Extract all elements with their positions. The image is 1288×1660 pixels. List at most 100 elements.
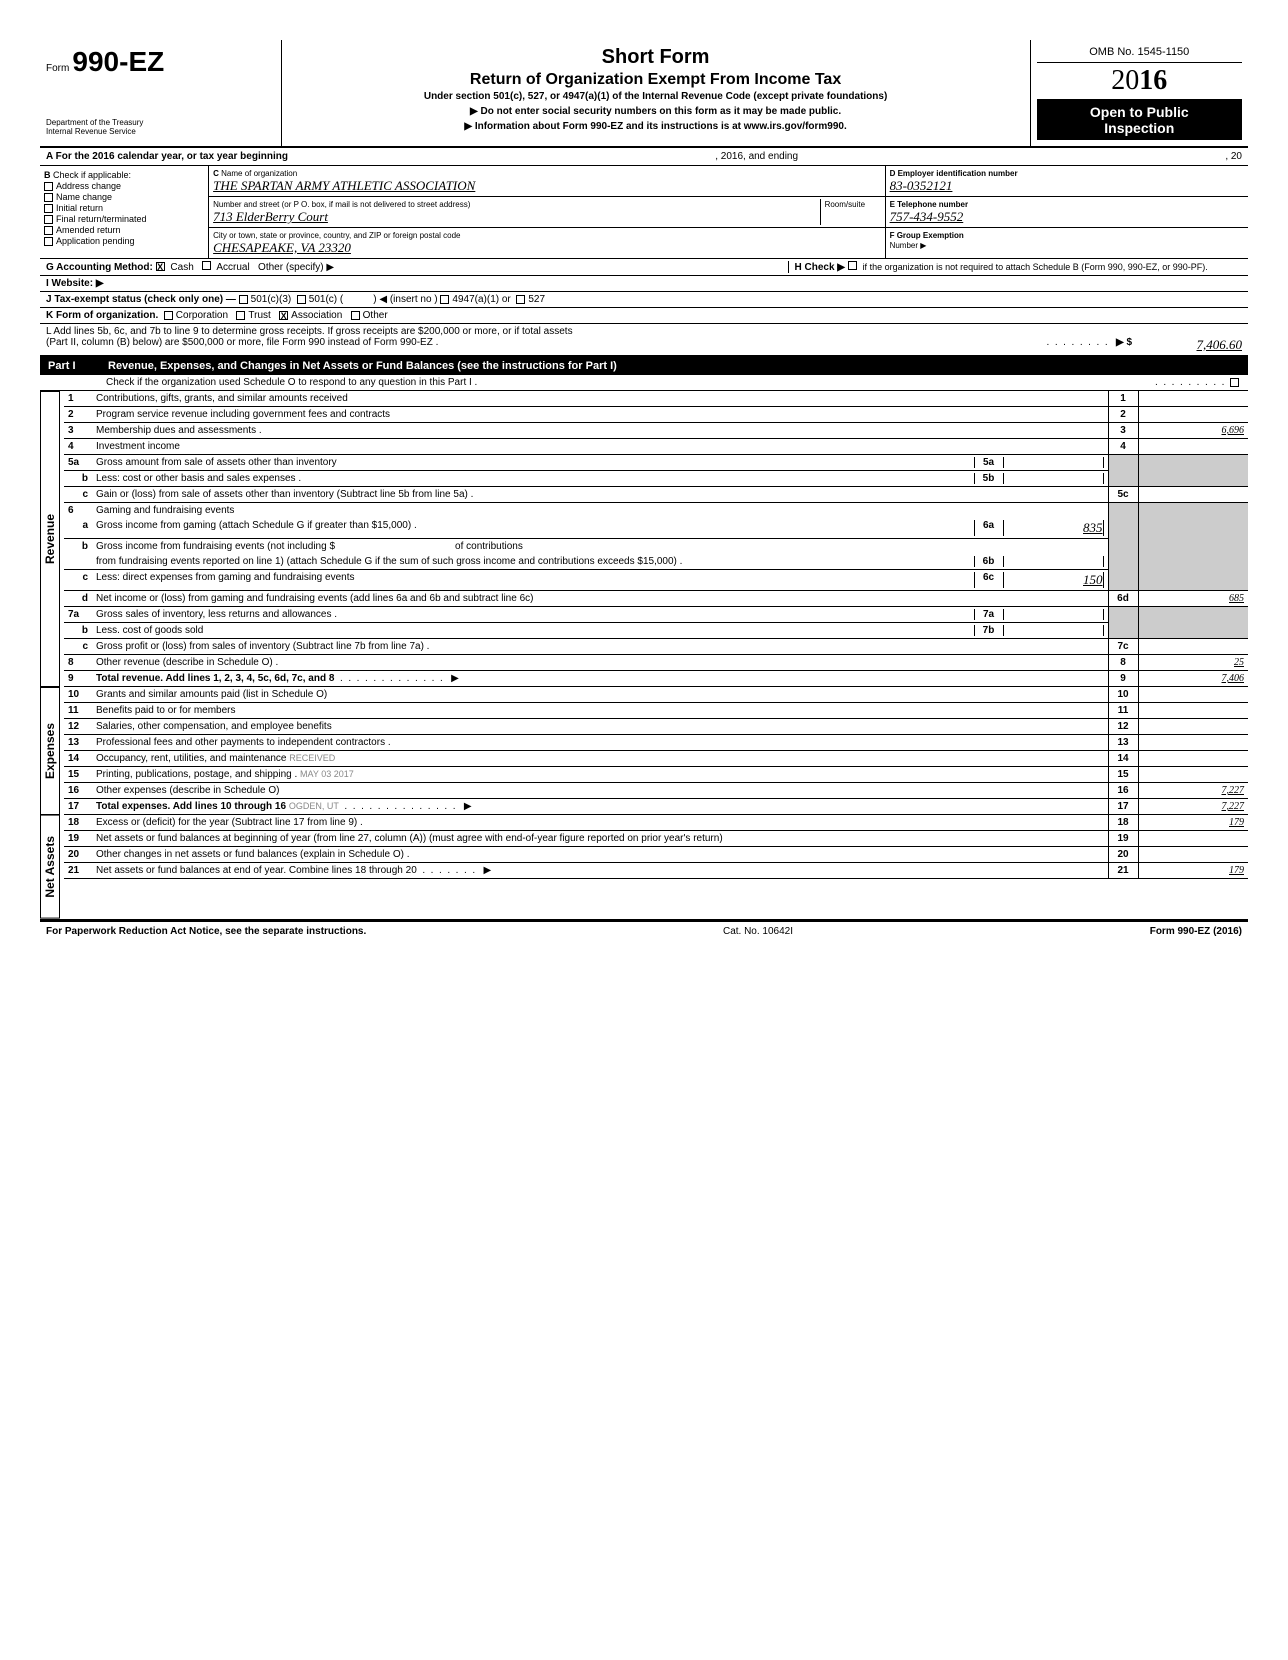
ein-row: D Employer identification number 83-0352… [886, 166, 1248, 197]
chk-initial[interactable]: Initial return [44, 203, 204, 213]
k-label: K Form of organization. [46, 310, 158, 321]
footer-center: Cat. No. 10642I [723, 926, 793, 937]
street-row: Number and street (or P O. box, if mail … [209, 197, 884, 228]
org-name-value: THE SPARTAN ARMY ATHLETIC ASSOCIATION [213, 178, 475, 193]
street-value: 713 ElderBerry Court [213, 209, 328, 224]
row-a-label: A For the 2016 calendar year, or tax yea… [46, 151, 288, 162]
stamp-date: MAY 03 2017 [300, 769, 354, 779]
h-text: if the organization is not required to a… [863, 262, 1208, 272]
line-15: 15Printing, publications, postage, and s… [64, 767, 1248, 783]
expenses-table: 10Grants and similar amounts paid (list … [64, 687, 1248, 815]
form-number: 990-EZ [72, 46, 164, 77]
k-trust: Trust [248, 310, 270, 321]
open-public-1: Open to Public [1041, 104, 1238, 120]
line-6c: cLess: direct expenses from gaming and f… [64, 570, 1248, 591]
chk-4947[interactable] [440, 295, 449, 304]
row-gh: G Accounting Method: Cash Accrual Other … [40, 259, 1248, 276]
subtitle: Under section 501(c), 527, or 4947(a)(1)… [288, 91, 1024, 102]
revenue-section: Revenue 1Contributions, gifts, grants, a… [40, 391, 1248, 687]
line-1: 1Contributions, gifts, grants, and simil… [64, 391, 1248, 407]
header-row: Form 990-EZ Department of the Treasury I… [40, 40, 1248, 148]
j-527: 527 [528, 294, 545, 305]
header-center: Short Form Return of Organization Exempt… [282, 40, 1031, 146]
line-20: 20Other changes in net assets or fund ba… [64, 847, 1248, 863]
chk-pending[interactable]: Application pending [44, 236, 204, 246]
g-label: G Accounting Method: [46, 262, 153, 273]
sidebar-netassets: Net Assets [40, 815, 60, 919]
name-label: Name of organization [221, 169, 297, 178]
line-18: 18Excess or (deficit) for the year (Subt… [64, 815, 1248, 831]
chk-trust[interactable] [236, 311, 245, 320]
j-501c: 501(c) ( [309, 294, 343, 305]
form-container: Form 990-EZ Department of the Treasury I… [40, 40, 1248, 941]
header-right: OMB No. 1545-1150 2016 Open to Public In… [1031, 40, 1248, 146]
j-label: J Tax-exempt status (check only one) — [46, 294, 236, 305]
chk-address[interactable]: Address change [44, 181, 204, 191]
c-label: C [213, 169, 219, 178]
chk-501c[interactable] [297, 295, 306, 304]
section-bcde: B Check if applicable: Address change Na… [40, 166, 1248, 259]
line-6: 6Gaming and fundraising events [64, 503, 1248, 519]
line-6d: dNet income or (loss) from gaming and fu… [64, 591, 1248, 607]
line-4: 4Investment income4 [64, 439, 1248, 455]
sidebar-revenue: Revenue [40, 391, 60, 687]
chk-name[interactable]: Name change [44, 192, 204, 202]
city-label: City or town, state or province, country… [213, 231, 460, 240]
stamp-loc: OGDEN, UT [289, 801, 339, 811]
open-public: Open to Public Inspection [1037, 100, 1242, 140]
line-2: 2Program service revenue including gover… [64, 407, 1248, 423]
line-13: 13Professional fees and other payments t… [64, 735, 1248, 751]
year-prefix: 20 [1111, 65, 1139, 96]
col-de: D Employer identification number 83-0352… [886, 166, 1248, 258]
b-label: B [44, 170, 51, 180]
phone-row: E Telephone number 757-434-9552 [886, 197, 1248, 228]
phone-value: 757-434-9552 [890, 209, 964, 224]
j-501cb: ) ◀ (insert no ) [373, 294, 437, 305]
dept-irs: Internal Revenue Service [46, 127, 275, 136]
row-a-mid: , 2016, and ending [715, 151, 798, 162]
k-other: Other [363, 310, 388, 321]
tax-year: 2016 [1037, 63, 1242, 100]
chk-other[interactable] [351, 311, 360, 320]
line-5a: 5aGross amount from sale of assets other… [64, 455, 1248, 471]
open-public-2: Inspection [1041, 120, 1238, 136]
line-5b: bLess: cost or other basis and sales exp… [64, 471, 1248, 487]
chk-corp[interactable] [164, 311, 173, 320]
chk-part1[interactable] [1230, 378, 1239, 387]
line-17: 17Total expenses. Add lines 10 through 1… [64, 799, 1248, 815]
line-14: 14Occupancy, rent, utilities, and mainte… [64, 751, 1248, 767]
part1-label: Part I [48, 360, 108, 372]
chk-assoc[interactable] [279, 311, 288, 320]
footer-left: For Paperwork Reduction Act Notice, see … [46, 926, 366, 937]
l-text2: (Part II, column (B) below) are $500,000… [46, 337, 438, 353]
line-8: 8Other revenue (describe in Schedule O) … [64, 655, 1248, 671]
b-check-label: Check if applicable: [53, 170, 131, 180]
k-corp: Corporation [176, 310, 228, 321]
g-cash: Cash [170, 262, 193, 273]
chk-accrual[interactable] [202, 261, 211, 270]
line-7a: 7aGross sales of inventory, less returns… [64, 607, 1248, 623]
line-6b2: from fundraising events reported on line… [64, 554, 1248, 570]
row-i: I Website: ▶ [40, 276, 1248, 292]
part1-check: Check if the organization used Schedule … [40, 375, 1248, 391]
ein-value: 83-0352121 [890, 178, 953, 193]
group-row: F Group Exemption Number ▶ [886, 228, 1248, 254]
g-accrual: Accrual [216, 262, 249, 273]
instruction-ssn: ▶ Do not enter social security numbers o… [288, 106, 1024, 117]
chk-527[interactable] [516, 295, 525, 304]
line-16: 16Other expenses (describe in Schedule O… [64, 783, 1248, 799]
line-6b: bGross income from fundraising events (n… [64, 539, 1248, 555]
part1-header: Part I Revenue, Expenses, and Changes in… [40, 357, 1248, 375]
chk-amended[interactable]: Amended return [44, 225, 204, 235]
netassets-section: Net Assets 18Excess or (deficit) for the… [40, 815, 1248, 921]
chk-501c3[interactable] [239, 295, 248, 304]
chk-final[interactable]: Final return/terminated [44, 214, 204, 224]
chk-cash[interactable] [156, 262, 165, 271]
row-k: K Form of organization. Corporation Trus… [40, 308, 1248, 324]
f-label: F Group Exemption [890, 231, 964, 240]
l-value: 7,406.60 [1132, 337, 1242, 353]
row-j: J Tax-exempt status (check only one) — 5… [40, 292, 1248, 308]
chk-h[interactable] [848, 261, 857, 270]
col-b: B Check if applicable: Address change Na… [40, 166, 209, 258]
line-21: 21Net assets or fund balances at end of … [64, 863, 1248, 879]
